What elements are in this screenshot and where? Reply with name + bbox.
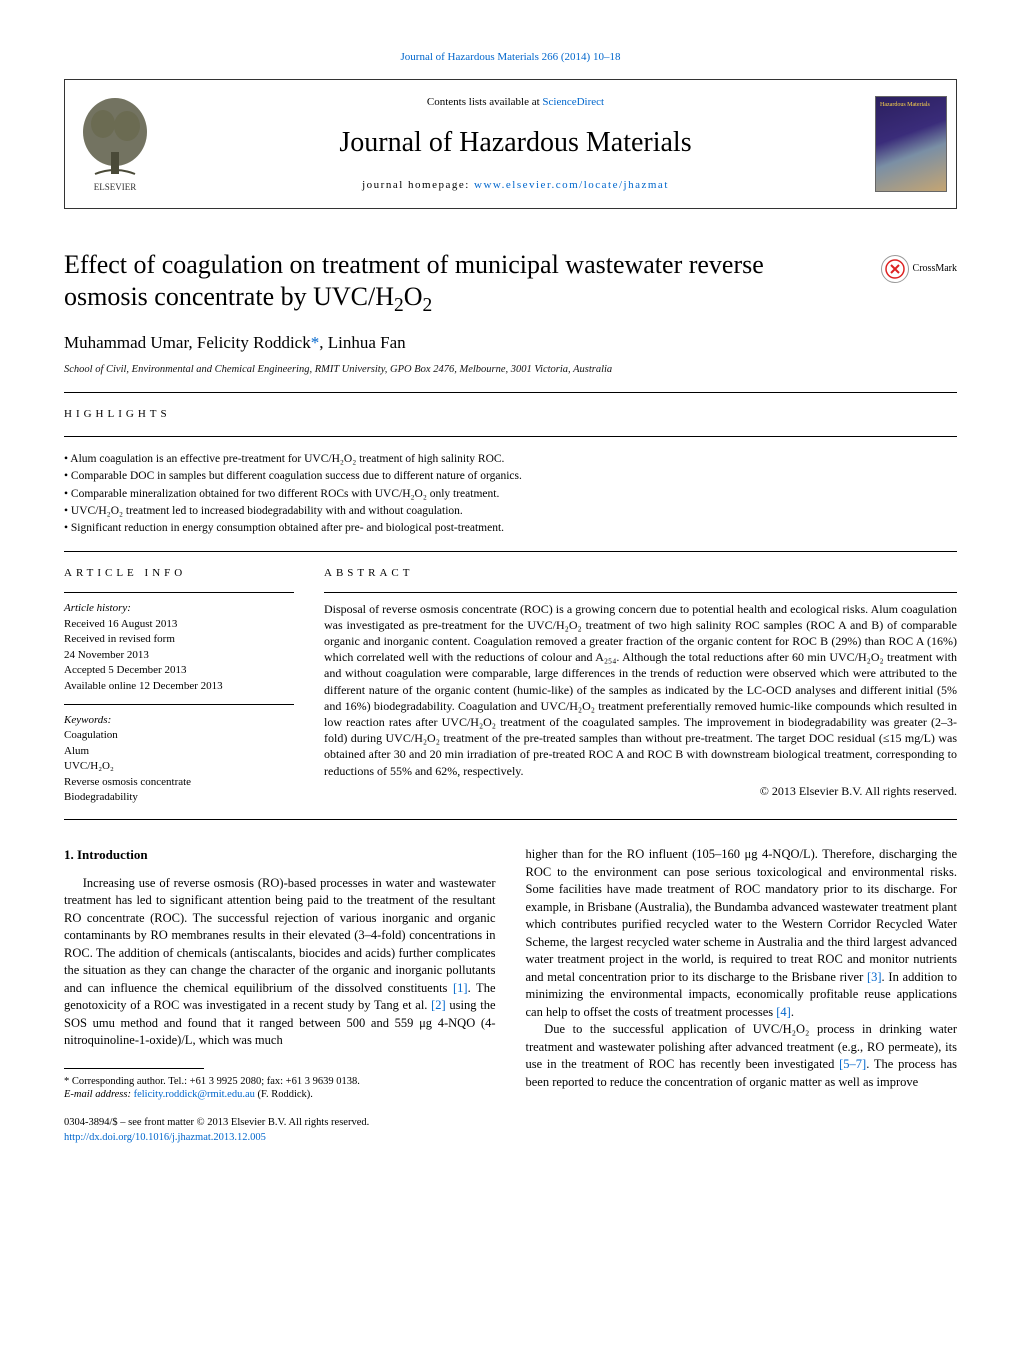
text-run: . — [791, 1005, 794, 1019]
authors-rest: , Linhua Fan — [319, 333, 405, 352]
sciencedirect-link[interactable]: ScienceDirect — [542, 96, 604, 108]
text-run: higher than for the RO influent (105–160… — [526, 847, 958, 984]
left-column: 1. Introduction Increasing use of revers… — [64, 846, 496, 1145]
doi-link[interactable]: http://dx.doi.org/10.1016/j.jhazmat.2013… — [64, 1132, 266, 1143]
highlight-item: Comparable DOC in samples but different … — [64, 468, 957, 485]
copyright: © 2013 Elsevier B.V. All rights reserved… — [324, 783, 957, 800]
elsevier-tree-icon: ELSEVIER — [75, 94, 155, 194]
contents-available: Contents lists available at ScienceDirec… — [427, 95, 604, 110]
body-columns: 1. Introduction Increasing use of revers… — [64, 846, 957, 1145]
crossmark-label: CrossMark — [913, 262, 957, 276]
citation-link[interactable]: [5–7] — [839, 1057, 866, 1071]
journal-header-center: Contents lists available at ScienceDirec… — [165, 80, 866, 208]
crossmark-badge[interactable]: CrossMark — [881, 255, 957, 283]
highlights-list: Alum coagulation is an effective pre-tre… — [64, 451, 957, 537]
svg-text:ELSEVIER: ELSEVIER — [94, 182, 137, 192]
intro-heading: 1. Introduction — [64, 846, 496, 864]
authors-names: Muhammad Umar, Felicity Roddick — [64, 333, 311, 352]
article-info-column: article info Article history: Received 1… — [64, 566, 294, 805]
journal-homepage: journal homepage: www.elsevier.com/locat… — [362, 178, 669, 193]
article-info-label: article info — [64, 566, 294, 581]
crossmark-icon — [881, 255, 909, 283]
journal-cover-thumbnail: Hazardous Materials — [866, 80, 956, 208]
title-block: CrossMark Effect of coagulation on treat… — [64, 249, 957, 377]
authors: Muhammad Umar, Felicity Roddick*, Linhua… — [64, 331, 957, 355]
citation-link[interactable]: [4] — [776, 1005, 791, 1019]
contents-prefix: Contents lists available at — [427, 96, 542, 108]
keyword: UVC/H₂O₂ — [64, 759, 294, 774]
title-sub-1: 2 — [394, 295, 404, 316]
cover-image: Hazardous Materials — [875, 96, 947, 192]
journal-citation: Journal of Hazardous Materials 266 (2014… — [64, 50, 957, 65]
citation-link[interactable]: [1] — [453, 981, 468, 995]
highlight-item: Significant reduction in energy consumpt… — [64, 520, 957, 537]
email-label: E-mail address: — [64, 1089, 134, 1100]
footnote-rule — [64, 1068, 204, 1069]
rule — [64, 819, 957, 820]
keywords-label: Keywords: — [64, 713, 294, 728]
history-line: 24 November 2013 — [64, 648, 294, 663]
text-run: Increasing use of reverse osmosis (RO)-b… — [64, 876, 496, 995]
footnote-line: * Corresponding author. Tel.: +61 3 9925… — [64, 1075, 496, 1089]
journal-name: Journal of Hazardous Materials — [339, 123, 691, 162]
highlight-item: Alum coagulation is an effective pre-tre… — [64, 451, 957, 468]
journal-header-box: ELSEVIER Contents lists available at Sci… — [64, 79, 957, 209]
abstract-text: Disposal of reverse osmosis concentrate … — [324, 601, 957, 779]
affiliation: School of Civil, Environmental and Chemi… — [64, 363, 957, 378]
footnote-email-line: E-mail address: felicity.roddick@rmit.ed… — [64, 1088, 496, 1102]
citation-link[interactable]: [3] — [867, 970, 882, 984]
abstract-label: abstract — [324, 566, 957, 581]
homepage-prefix: journal homepage: — [362, 179, 474, 191]
highlights-label: highlights — [64, 407, 957, 422]
email-link[interactable]: felicity.roddick@rmit.edu.au — [134, 1089, 255, 1100]
info-abstract-row: article info Article history: Received 1… — [64, 566, 957, 805]
info-rule — [64, 704, 294, 705]
rule — [64, 551, 957, 552]
homepage-link[interactable]: www.elsevier.com/locate/jhazmat — [474, 179, 669, 191]
rule — [64, 436, 957, 437]
history-line: Received in revised form — [64, 632, 294, 647]
corresponding-asterisk: * — [311, 333, 320, 352]
footer-meta: 0304-3894/$ – see front matter © 2013 El… — [64, 1116, 496, 1145]
highlight-item: UVC/H₂O₂ treatment led to increased biod… — [64, 503, 957, 520]
col2-paragraph-1: higher than for the RO influent (105–160… — [526, 846, 958, 1021]
cover-text: Hazardous Materials — [880, 101, 942, 109]
page: Journal of Hazardous Materials 266 (2014… — [0, 0, 1021, 1185]
keyword: Alum — [64, 744, 294, 759]
article-title: Effect of coagulation on treatment of mu… — [64, 249, 844, 317]
abstract-rule — [324, 592, 957, 593]
article-history-label: Article history: — [64, 601, 294, 616]
keyword: Coagulation — [64, 728, 294, 743]
corresponding-author-footnote: * Corresponding author. Tel.: +61 3 9925… — [64, 1075, 496, 1102]
history-line: Available online 12 December 2013 — [64, 679, 294, 694]
journal-citation-link[interactable]: Journal of Hazardous Materials 266 (2014… — [401, 51, 621, 63]
keyword: Biodegradability — [64, 790, 294, 805]
history-line: Received 16 August 2013 — [64, 617, 294, 632]
citation-link[interactable]: [2] — [431, 998, 446, 1012]
issn-line: 0304-3894/$ – see front matter © 2013 El… — [64, 1116, 496, 1131]
title-text-mid: O — [404, 282, 423, 311]
keyword: Reverse osmosis concentrate — [64, 775, 294, 790]
abstract-column: abstract Disposal of reverse osmosis con… — [324, 566, 957, 805]
right-column: higher than for the RO influent (105–160… — [526, 846, 958, 1145]
rule — [64, 392, 957, 393]
intro-paragraph-1: Increasing use of reverse osmosis (RO)-b… — [64, 875, 496, 1050]
col2-paragraph-2: Due to the successful application of UVC… — [526, 1021, 958, 1091]
history-line: Accepted 5 December 2013 — [64, 663, 294, 678]
info-rule — [64, 592, 294, 593]
highlight-item: Comparable mineralization obtained for t… — [64, 486, 957, 503]
title-sub-2: 2 — [423, 295, 433, 316]
elsevier-logo: ELSEVIER — [65, 80, 165, 208]
email-suffix: (F. Roddick). — [255, 1089, 313, 1100]
